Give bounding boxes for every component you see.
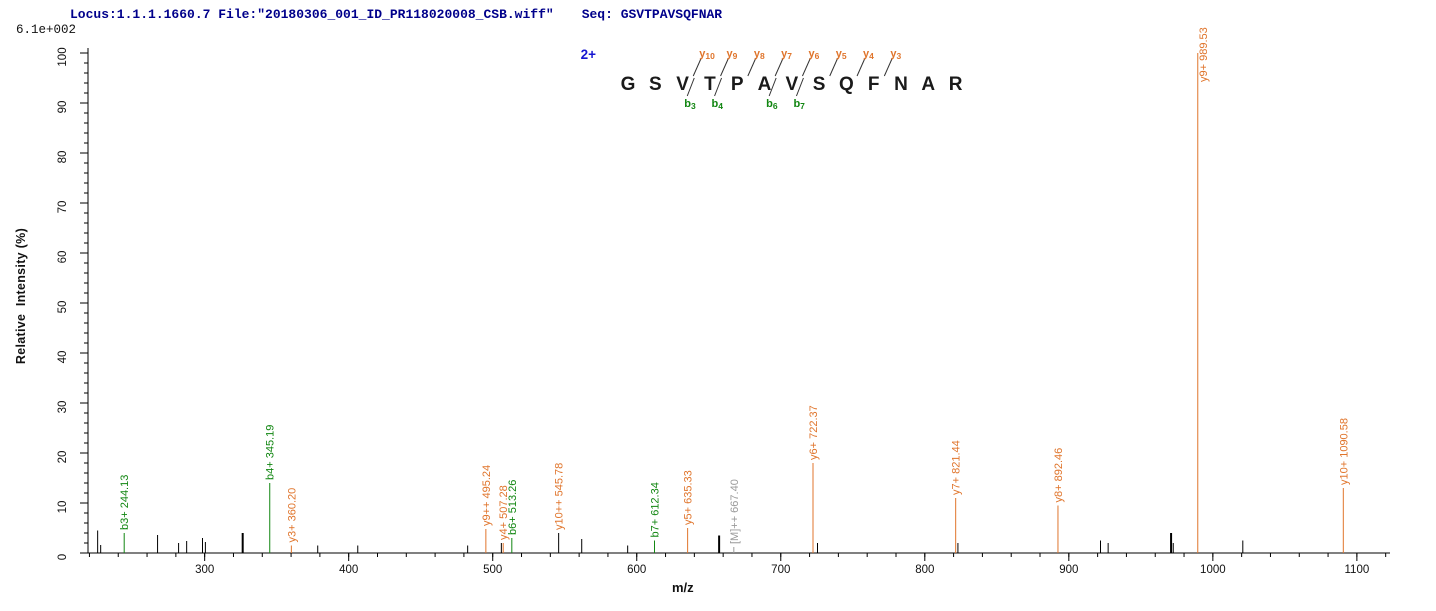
residue-letter: Q bbox=[839, 74, 854, 95]
locus-file-label: Locus:1.1.1.1660.7 File:"20180306_001_ID… bbox=[70, 7, 554, 22]
y-ion-label: y5 bbox=[836, 48, 847, 61]
y-ion-mark bbox=[801, 57, 811, 77]
peak-label: b3+ 244.13 bbox=[119, 475, 131, 530]
y-tick-label: 90 bbox=[57, 101, 69, 114]
b-ion-mark bbox=[714, 77, 723, 97]
residue-letter: T bbox=[704, 74, 716, 95]
intensity-scale-label: 6.1e+002 bbox=[16, 23, 77, 37]
y-tick-label: 20 bbox=[57, 451, 69, 464]
residue-letter: G bbox=[621, 74, 636, 95]
peak-label: y5+ 635.33 bbox=[683, 470, 695, 525]
peak-label: y10++ 545.78 bbox=[554, 463, 566, 530]
x-axis-title: m/z bbox=[672, 580, 694, 595]
residue-letter: A bbox=[758, 74, 772, 95]
y-ion-mark bbox=[856, 57, 866, 77]
residue-letter: V bbox=[676, 74, 689, 95]
y-ion-mark bbox=[720, 57, 730, 77]
x-tick-label: 500 bbox=[483, 564, 502, 576]
y-tick-label: 40 bbox=[57, 351, 69, 364]
y-tick-label: 100 bbox=[57, 47, 69, 66]
residue-letter: N bbox=[894, 74, 908, 95]
peak-label: y8+ 892.46 bbox=[1053, 448, 1065, 503]
x-tick-label: 700 bbox=[771, 564, 790, 576]
b-ion-label: b6 bbox=[766, 98, 778, 111]
peak-label: y9+ 989.53 bbox=[1198, 27, 1210, 82]
precursor-charge-label: 2+ bbox=[581, 47, 597, 62]
y-tick-label: 10 bbox=[57, 501, 69, 514]
peak-label: [M]++ 667.40 bbox=[729, 479, 741, 544]
b-ion-label: b3 bbox=[684, 98, 696, 111]
peak-label: b6+ 513.26 bbox=[507, 480, 519, 535]
x-tick-label: 300 bbox=[195, 564, 214, 576]
y-ion-label: y6 bbox=[808, 48, 819, 61]
y-tick-label: 60 bbox=[57, 251, 69, 264]
x-tick-label: 400 bbox=[339, 564, 358, 576]
y-ion-label: y10 bbox=[699, 48, 715, 61]
x-tick-label: 800 bbox=[915, 564, 934, 576]
y-tick-label: 50 bbox=[57, 301, 69, 314]
x-tick-label: 900 bbox=[1059, 564, 1078, 576]
y-tick-label: 0 bbox=[57, 554, 69, 560]
y-ion-label: y3 bbox=[890, 48, 901, 61]
y-tick-label: 80 bbox=[57, 151, 69, 164]
x-tick-label: 1000 bbox=[1200, 564, 1226, 576]
header-bar: Locus:1.1.1.1660.7 File:"20180306_001_ID… bbox=[70, 7, 722, 22]
residue-letter: P bbox=[731, 74, 744, 95]
peak-label: y6+ 722.37 bbox=[808, 405, 820, 460]
b-ion-mark bbox=[795, 77, 804, 97]
y-tick-label: 70 bbox=[57, 201, 69, 214]
x-tick-label: 600 bbox=[627, 564, 646, 576]
peak-label: y4+ 507.28 bbox=[498, 485, 510, 540]
peak-label: y3+ 360.20 bbox=[286, 488, 298, 543]
residue-letter: S bbox=[649, 74, 662, 95]
b-ion-mark bbox=[768, 77, 777, 97]
residue-letter: V bbox=[785, 74, 798, 95]
y-ion-label: y8 bbox=[754, 48, 765, 61]
residue-letter: A bbox=[921, 74, 935, 95]
residue-letter: R bbox=[949, 74, 963, 95]
b-ion-mark bbox=[686, 77, 695, 97]
y-ion-mark bbox=[747, 57, 757, 77]
peak-label: y10+ 1090.58 bbox=[1338, 418, 1350, 485]
x-tick-label: 1100 bbox=[1345, 564, 1370, 576]
y-ion-mark bbox=[829, 57, 839, 77]
b-ion-label: b4 bbox=[712, 98, 724, 111]
y-ion-label: y9 bbox=[727, 48, 738, 61]
y-ion-label: y7 bbox=[781, 48, 792, 61]
b-ion-label: b7 bbox=[793, 98, 805, 111]
y-ion-label: y4 bbox=[863, 48, 874, 61]
y-tick-label: 30 bbox=[57, 401, 69, 414]
residue-letter: F bbox=[868, 74, 880, 95]
peak-label: b4+ 345.19 bbox=[265, 425, 277, 480]
y-ion-mark bbox=[883, 57, 893, 77]
peak-label: y7+ 821.44 bbox=[951, 440, 963, 495]
peak-label: y9++ 495.24 bbox=[481, 465, 493, 526]
sequence-label: Seq: GSVTPAVSQFNAR bbox=[581, 7, 723, 22]
y-ion-mark bbox=[774, 57, 784, 77]
residue-letter: S bbox=[813, 74, 826, 95]
y-ion-mark bbox=[692, 57, 702, 77]
peak-label: b7+ 612.34 bbox=[650, 482, 662, 537]
